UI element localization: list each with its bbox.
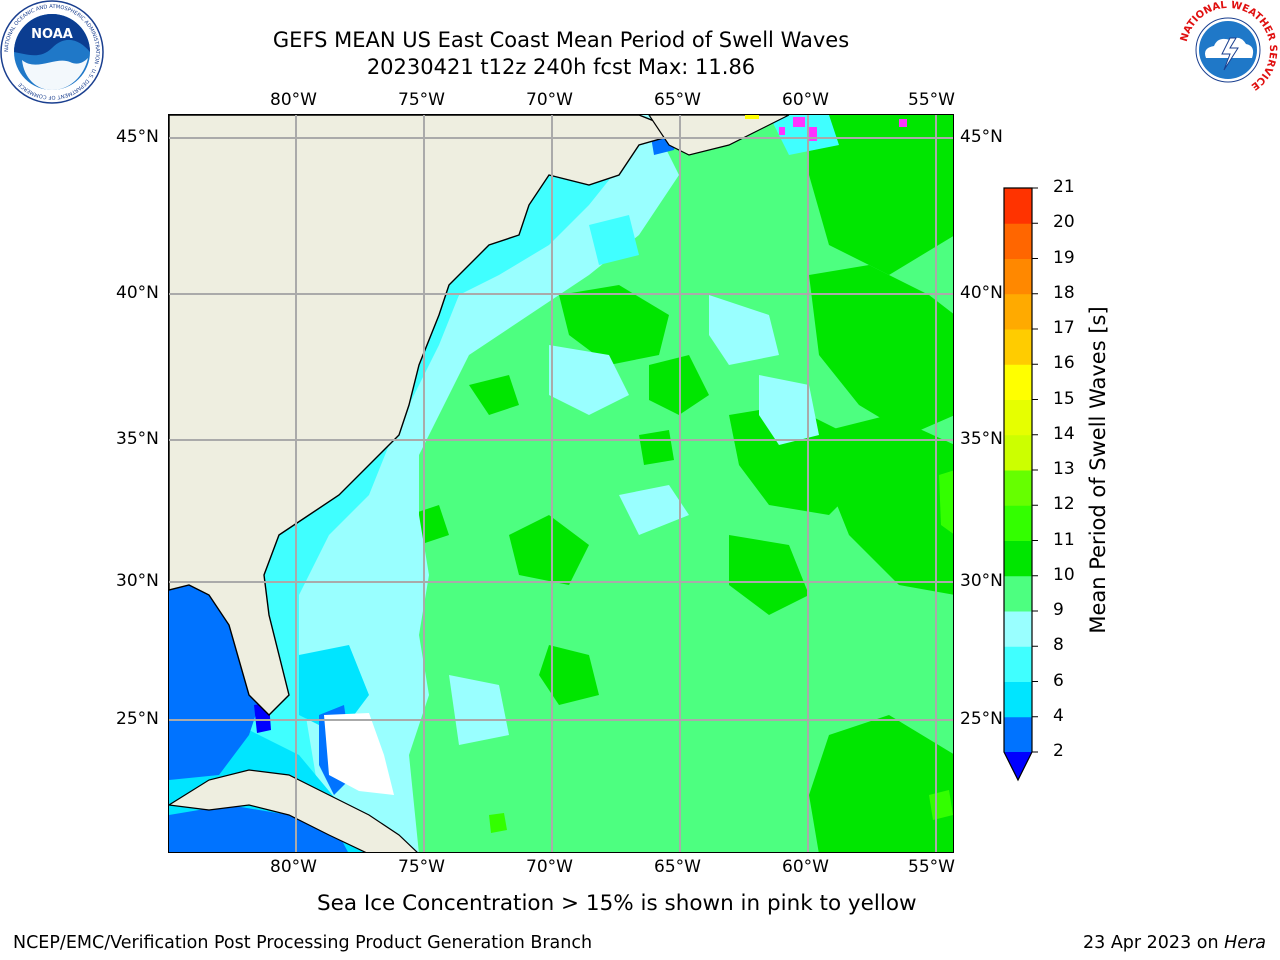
bahamas-nodata (324, 713, 394, 795)
lon-label-bottom-70w: 70°W (526, 857, 573, 877)
colorbar-segment (1004, 716, 1032, 753)
colorbar-tick-label: 15 (1053, 388, 1075, 409)
sea-ice-note: Sea Ice Concentration > 15% is shown in … (317, 891, 917, 916)
lat-label-right-40n: 40°N (960, 283, 1003, 303)
lon-label-top-55w: 55°W (908, 90, 955, 110)
colorbar-segment (1004, 434, 1032, 471)
colorbar-tick-label: 9 (1053, 600, 1064, 620)
colorbar-under-triangle (1004, 752, 1032, 780)
colorbar-tick-label: 2 (1053, 741, 1064, 761)
lon-label-bottom-75w: 75°W (398, 857, 445, 877)
lon-label-top-70w: 70°W (526, 90, 573, 110)
chart-title-line2: 20230421 t12z 240h fcst Max: 11.86 (366, 55, 756, 79)
lat-label-left-25n: 25°N (116, 709, 159, 729)
colorbar-label: Mean Period of Swell Waves [s] (1086, 306, 1110, 634)
lat-label-right-25n: 25°N (960, 709, 1003, 729)
lat-label-right-35n: 35°N (960, 429, 1003, 449)
graticule (169, 115, 953, 852)
colorbar-segment (1004, 540, 1032, 577)
lat-label-right-30n: 30°N (960, 571, 1003, 591)
colorbar-segment (1004, 611, 1032, 647)
colorbar-tick-label: 13 (1053, 459, 1075, 479)
lon-label-bottom-65w: 65°W (654, 857, 701, 877)
lon-label-top-65w: 65°W (654, 90, 701, 110)
colorbar-tick-label: 19 (1053, 247, 1075, 268)
colorbar-segment (1004, 258, 1032, 295)
colorbar-tick-label: 12 (1053, 494, 1075, 515)
colorbar-tick-label: 14 (1053, 423, 1075, 444)
swell-8-9-band (279, 115, 679, 852)
lon-label-bottom-60w: 60°W (782, 857, 829, 877)
lat-label-right-45n: 45°N (960, 127, 1003, 147)
colorbar-tick-label: 21 (1053, 177, 1075, 197)
colorbar-tick-label: 20 (1053, 212, 1075, 233)
colorbar-segment (1004, 505, 1032, 541)
colorbar-segment (1004, 293, 1032, 330)
lat-label-left-30n: 30°N (116, 571, 159, 591)
lon-label-top-75w: 75°W (398, 90, 445, 110)
noaa-logo: NATIONAL OCEANIC AND ATMOSPHERIC ADMINIS… (0, 0, 104, 104)
colorbar-tick-label: 6 (1053, 670, 1064, 691)
chart-title-line1: GEFS MEAN US East Coast Mean Period of S… (272, 28, 850, 52)
footer-right: 23 Apr 2023 on Hera (1083, 933, 1266, 953)
land-cuba (169, 769, 418, 852)
colorbar-segment (1004, 681, 1032, 718)
footer-left: NCEP/EMC/Verification Post Processing Pr… (13, 933, 593, 953)
colorbar-tick-label: 8 (1053, 635, 1064, 656)
colorbar-tick-label: 11 (1053, 529, 1075, 550)
colorbar-segment (1004, 575, 1032, 612)
lon-label-bottom-80w: 80°W (270, 857, 317, 877)
colorbar-segment (1004, 470, 1032, 506)
colorbar-segment (1004, 223, 1032, 259)
land-canada (648, 115, 790, 156)
colorbar-segment (1004, 399, 1032, 436)
colorbar-tick-label: 4 (1053, 705, 1064, 726)
lon-label-top-60w: 60°W (782, 90, 829, 110)
colorbar-tick-label: 17 (1053, 318, 1075, 338)
footer-date: 23 Apr 2023 on (1083, 933, 1225, 953)
swell-6-8-band (169, 115, 629, 852)
lat-label-left-40n: 40°N (116, 283, 159, 303)
sea-ice-markers (779, 117, 907, 141)
colorbar-segment (1004, 646, 1032, 682)
lat-label-left-45n: 45°N (116, 127, 159, 147)
colorbar-tick-label: 16 (1053, 353, 1075, 374)
map-canvas (169, 115, 953, 852)
footer-host: Hera (1224, 933, 1266, 953)
map-panel (168, 114, 954, 853)
colorbar-segment (1004, 364, 1032, 400)
colorbar-segment (1004, 329, 1032, 365)
nws-logo: NATIONAL WEATHER SERVICE (1179, 0, 1278, 98)
lon-label-top-80w: 80°W (270, 90, 317, 110)
svg-text:NOAA: NOAA (31, 27, 73, 42)
colorbar-tick-label: 10 (1053, 564, 1075, 585)
colorbar-tick-label: 18 (1053, 282, 1075, 303)
colorbar (1003, 187, 1038, 782)
colorbar-segment (1004, 188, 1032, 224)
lon-label-bottom-55w: 55°W (908, 857, 955, 877)
lat-label-left-35n: 35°N (116, 429, 159, 449)
